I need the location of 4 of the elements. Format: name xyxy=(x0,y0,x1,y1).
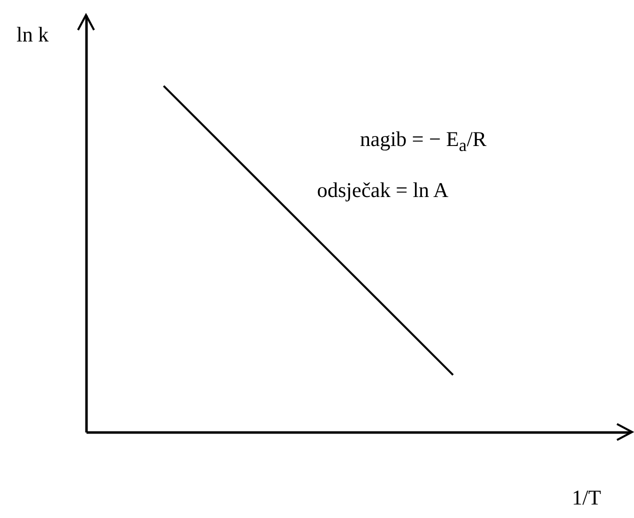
annotation: odsječak = ln A xyxy=(317,178,448,203)
x-axis-title: 1/T xyxy=(572,486,602,510)
y-axis-title: ln k xyxy=(16,22,50,46)
annotation: nagib = − E$_{a}$/R xyxy=(360,127,487,156)
